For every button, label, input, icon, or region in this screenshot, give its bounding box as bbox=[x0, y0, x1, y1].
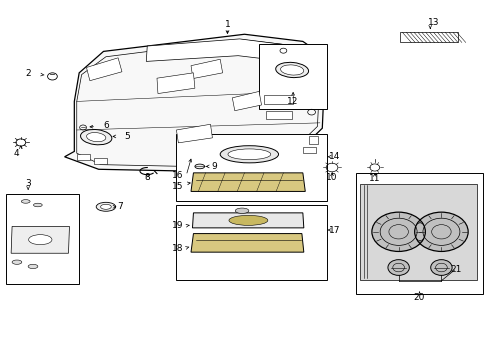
Ellipse shape bbox=[81, 130, 112, 145]
Ellipse shape bbox=[195, 164, 204, 169]
Text: 1: 1 bbox=[224, 20, 230, 29]
Polygon shape bbox=[64, 34, 324, 171]
Text: 7: 7 bbox=[118, 202, 123, 211]
Polygon shape bbox=[11, 226, 69, 253]
Ellipse shape bbox=[28, 264, 38, 269]
Polygon shape bbox=[191, 173, 305, 192]
Text: 20: 20 bbox=[413, 293, 425, 302]
Bar bbox=[176, 134, 326, 202]
Bar bbox=[259, 44, 326, 109]
Ellipse shape bbox=[86, 132, 105, 142]
Bar bbox=[302, 147, 316, 153]
Text: 9: 9 bbox=[211, 162, 217, 171]
Circle shape bbox=[414, 212, 467, 251]
Ellipse shape bbox=[21, 200, 30, 203]
Bar bbox=[266, 111, 291, 118]
Polygon shape bbox=[146, 39, 292, 62]
Polygon shape bbox=[176, 124, 212, 143]
Polygon shape bbox=[191, 59, 222, 78]
Text: 11: 11 bbox=[368, 174, 380, 183]
Ellipse shape bbox=[227, 149, 270, 159]
Text: 4: 4 bbox=[13, 149, 19, 158]
Text: 8: 8 bbox=[144, 173, 150, 182]
Polygon shape bbox=[191, 234, 303, 252]
Bar bbox=[308, 136, 318, 144]
Ellipse shape bbox=[228, 215, 267, 225]
Bar bbox=[94, 158, 107, 164]
Polygon shape bbox=[192, 213, 303, 228]
Ellipse shape bbox=[280, 65, 303, 75]
Bar bbox=[360, 184, 476, 280]
Text: 19: 19 bbox=[172, 221, 183, 230]
Circle shape bbox=[430, 260, 451, 275]
Polygon shape bbox=[86, 58, 122, 81]
Bar bbox=[399, 32, 458, 42]
Ellipse shape bbox=[220, 146, 278, 163]
Text: 13: 13 bbox=[427, 18, 439, 27]
Text: 3: 3 bbox=[25, 179, 31, 188]
Text: 2: 2 bbox=[25, 69, 31, 78]
Text: 14: 14 bbox=[328, 152, 340, 161]
Ellipse shape bbox=[33, 203, 42, 207]
Ellipse shape bbox=[275, 62, 308, 78]
Text: 17: 17 bbox=[328, 225, 340, 234]
Circle shape bbox=[387, 260, 408, 275]
Text: 10: 10 bbox=[325, 174, 337, 183]
Text: 6: 6 bbox=[103, 121, 108, 130]
Ellipse shape bbox=[101, 204, 111, 209]
Ellipse shape bbox=[235, 208, 248, 213]
Text: 16: 16 bbox=[172, 171, 183, 180]
Polygon shape bbox=[232, 91, 261, 111]
Ellipse shape bbox=[29, 235, 52, 245]
Text: 5: 5 bbox=[123, 132, 129, 141]
Bar bbox=[176, 205, 326, 280]
Text: 12: 12 bbox=[287, 97, 298, 106]
Ellipse shape bbox=[96, 202, 116, 211]
Bar bbox=[356, 173, 482, 294]
Bar bbox=[77, 154, 90, 160]
Polygon shape bbox=[157, 73, 195, 94]
Text: 21: 21 bbox=[450, 265, 461, 274]
Ellipse shape bbox=[12, 260, 22, 264]
Bar bbox=[6, 194, 79, 284]
Circle shape bbox=[372, 212, 424, 251]
Bar bbox=[264, 95, 292, 104]
Text: 15: 15 bbox=[172, 181, 183, 190]
Text: 18: 18 bbox=[172, 244, 183, 253]
